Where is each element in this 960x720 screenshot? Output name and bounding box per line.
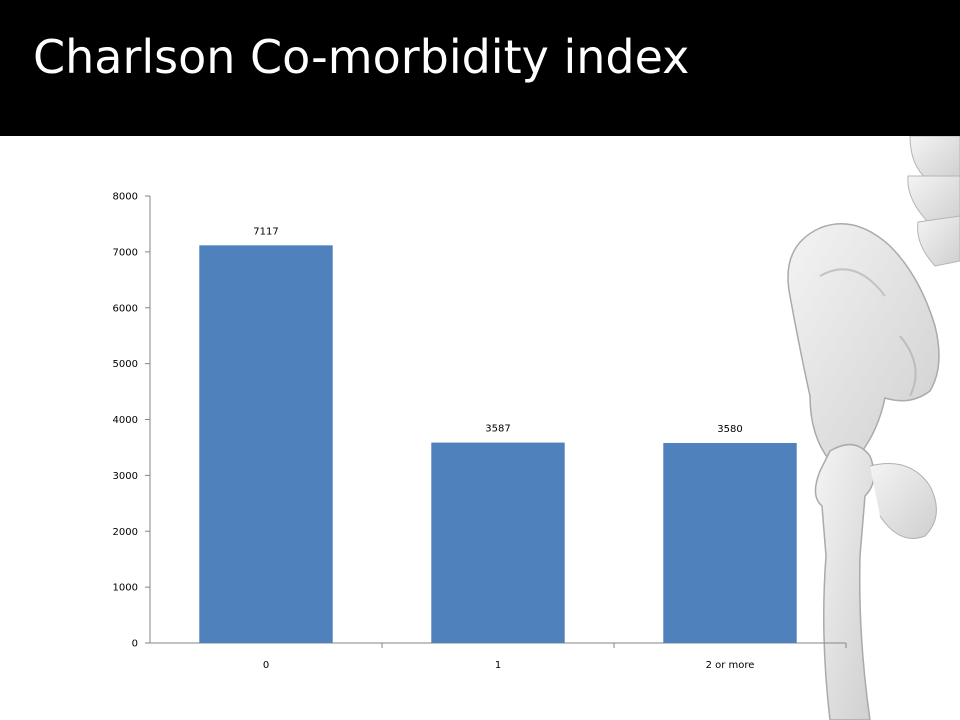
x-category-label-2: 2 or more [706, 660, 755, 671]
slide-title: Charlson Co-morbidity index [33, 30, 690, 84]
y-tick-label: 8000 [113, 192, 138, 203]
femur-shape [814, 443, 875, 720]
bar-0 [199, 245, 333, 643]
y-tick-label: 2000 [113, 527, 138, 538]
y-tick-label: 3000 [113, 471, 138, 482]
y-tick-label: 1000 [113, 583, 138, 594]
bar-1 [431, 442, 565, 643]
data-label-2: 3580 [717, 424, 742, 435]
bar-chart: 0 1000 2000 3000 4000 5000 6000 7000 8000 7117 0 35… [113, 192, 847, 671]
y-tick-label: 7000 [113, 247, 138, 258]
x-category-label-0: 0 [263, 660, 269, 671]
y-tick-label: 6000 [113, 303, 138, 314]
bar-2 [663, 442, 797, 643]
x-category-label-1: 1 [495, 660, 501, 671]
data-label-0: 7117 [253, 226, 278, 237]
pelvis-bone-illustration [787, 136, 960, 720]
y-tick-label: 5000 [113, 359, 138, 370]
y-tick-label: 0 [132, 639, 138, 650]
y-tick-label: 4000 [113, 415, 138, 426]
title-bar: Charlson Co-morbidity index [0, 0, 960, 136]
ilium-shape [787, 223, 940, 468]
data-label-1: 3587 [485, 424, 510, 435]
